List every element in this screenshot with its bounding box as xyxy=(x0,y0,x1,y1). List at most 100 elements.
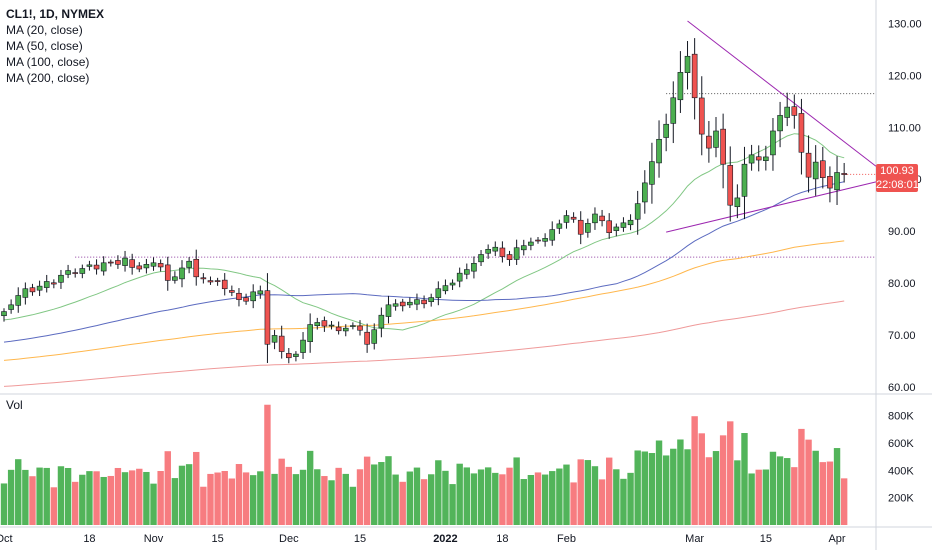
time-tick-label: Feb xyxy=(557,533,576,545)
price-tick-label: 110.00 xyxy=(888,122,921,134)
candle-body xyxy=(271,335,278,343)
volume-bar xyxy=(299,469,307,525)
volume-bar xyxy=(342,473,349,525)
volume-bar xyxy=(755,469,762,525)
volume-bar xyxy=(79,474,86,525)
volume-bar xyxy=(577,459,584,525)
volume-bar xyxy=(449,484,456,525)
volume-bar xyxy=(228,478,236,525)
candle-body xyxy=(677,72,684,101)
volume-bar xyxy=(456,463,463,525)
candle-body xyxy=(321,320,328,327)
candle-body xyxy=(357,325,363,331)
volume-bar xyxy=(819,462,826,525)
candle-body xyxy=(720,128,726,165)
volume-bar xyxy=(335,467,342,525)
candle-body xyxy=(748,154,755,164)
volume-bar xyxy=(285,466,292,525)
volume-bar xyxy=(43,467,50,525)
candle-body xyxy=(300,339,306,353)
candle-body xyxy=(108,261,114,264)
volume-bar xyxy=(627,472,634,525)
candle-body xyxy=(428,297,435,303)
volume-bar xyxy=(399,481,406,525)
candle-body xyxy=(741,163,748,197)
volume-bar xyxy=(470,473,478,525)
volume-pane-label: Vol xyxy=(6,398,23,412)
upper-trendline xyxy=(687,20,877,167)
volume-tick-label: 800K xyxy=(888,411,914,423)
candle-body xyxy=(592,213,598,224)
volume-bar xyxy=(0,483,8,525)
volume-bar xyxy=(670,448,677,525)
volume-bar xyxy=(128,470,136,525)
candle-body xyxy=(328,324,335,327)
candle-body xyxy=(613,226,620,231)
candle-body xyxy=(65,270,71,275)
volume-bar xyxy=(442,470,449,525)
volume-bar xyxy=(136,468,143,525)
volume-bar xyxy=(420,479,428,525)
ma200-line xyxy=(3,300,845,387)
candle-body xyxy=(93,264,100,270)
price-tick-label: 130.00 xyxy=(888,19,922,31)
legend-ma50: MA (50, close) xyxy=(6,39,83,53)
volume-bar xyxy=(477,469,485,525)
time-tick-label: Apr xyxy=(828,533,845,545)
candle-body xyxy=(734,197,741,208)
candle-body xyxy=(285,353,292,359)
candle-body xyxy=(542,238,548,242)
volume-bar xyxy=(7,469,15,525)
volume-bar xyxy=(178,465,186,525)
candle-body xyxy=(520,245,527,251)
volume-bar xyxy=(791,467,798,525)
candle-body xyxy=(150,262,157,267)
price-tick-label: 70.00 xyxy=(888,330,916,342)
volume-bar xyxy=(271,473,278,525)
price-tick-label: 80.00 xyxy=(888,278,916,290)
candle-body xyxy=(471,263,477,272)
candle-body xyxy=(449,282,456,286)
volume-bar xyxy=(15,459,22,525)
candle-body xyxy=(257,290,264,295)
volume-bar xyxy=(712,451,720,525)
volume-bar xyxy=(328,480,335,525)
volume-bar xyxy=(221,470,228,525)
candle-body xyxy=(755,156,762,161)
volume-bar xyxy=(278,458,285,525)
candle-body xyxy=(157,263,164,268)
candle-body xyxy=(342,327,349,332)
candle-body xyxy=(798,113,805,153)
candle-body xyxy=(649,161,655,185)
volume-bar xyxy=(264,404,271,525)
candle-body xyxy=(435,288,442,298)
volume-bar xyxy=(506,467,513,525)
candle-body xyxy=(834,172,840,191)
volume-bar xyxy=(527,474,535,525)
candle-body xyxy=(51,282,57,285)
candle-body xyxy=(79,268,86,274)
candle-body xyxy=(115,260,121,265)
candle-body xyxy=(528,241,534,246)
volume-bar xyxy=(684,449,691,525)
volume-bar xyxy=(392,474,399,525)
volume-bar xyxy=(185,464,193,525)
ma100-line xyxy=(3,240,845,361)
candle-body xyxy=(599,215,605,222)
candle-body xyxy=(129,259,135,268)
candle-body xyxy=(179,267,185,280)
volume-bar xyxy=(121,472,129,525)
volume-bar xyxy=(513,457,520,525)
candle-body xyxy=(399,301,406,307)
legend-ma200: MA (200, close) xyxy=(6,71,90,85)
candle-body xyxy=(478,254,484,263)
candle-body xyxy=(535,239,541,242)
volume-bar xyxy=(784,458,791,525)
candle-body xyxy=(8,304,14,310)
candle-body xyxy=(214,280,221,282)
volume-bar xyxy=(719,435,727,525)
price-tick-label: 90.00 xyxy=(888,226,916,238)
candle-body xyxy=(634,203,641,220)
last-price-badge: 100.93 22:08:01 xyxy=(876,164,919,192)
